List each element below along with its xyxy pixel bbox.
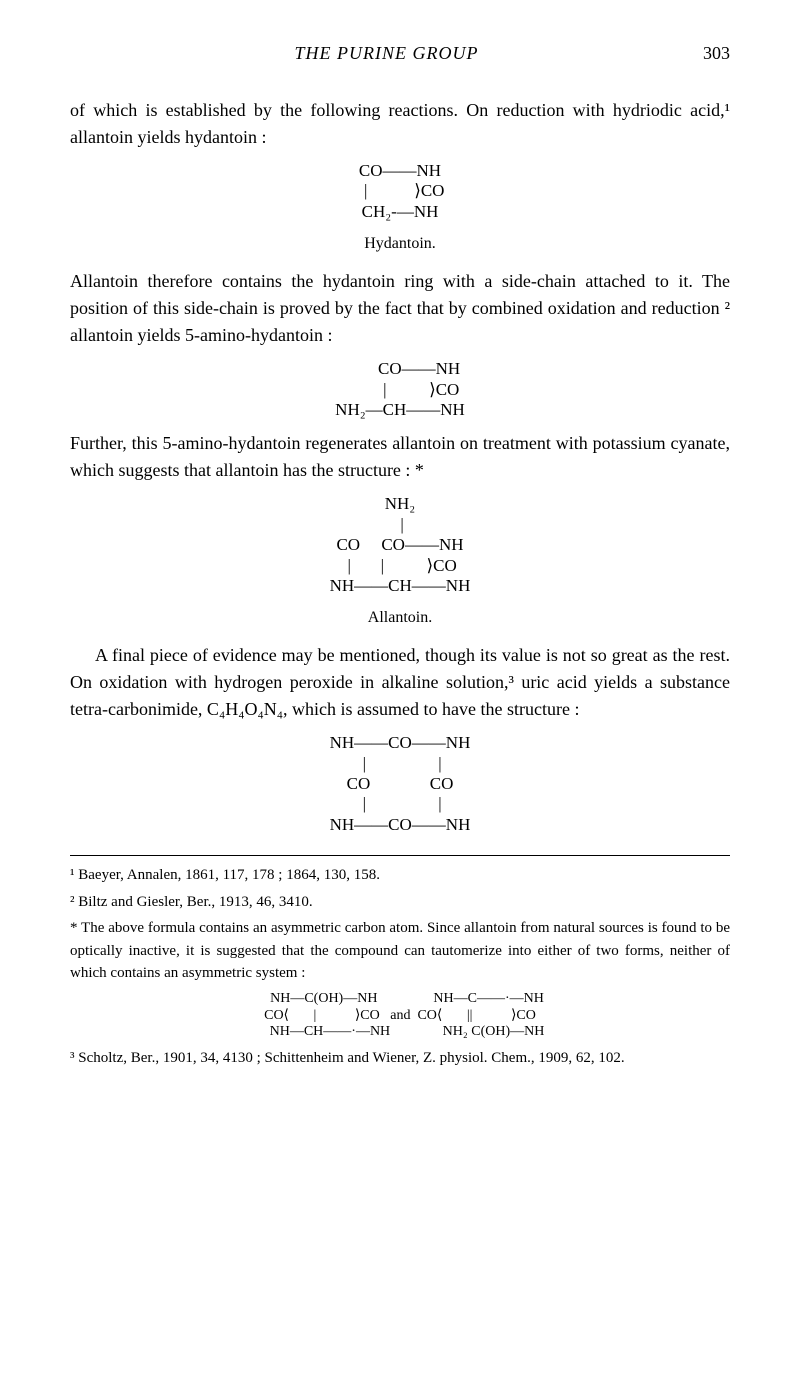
chem-structure-hydantoin: CO——NH | ⟩CO CH₂-—NH xyxy=(70,161,730,222)
paragraph-1: of which is established by the following… xyxy=(70,97,730,151)
paragraph-3: Further, this 5-amino-hydantoin regenera… xyxy=(70,430,730,484)
paragraph-4: A final piece of evidence may be mention… xyxy=(70,642,730,723)
footnote-1: ¹ Baeyer, Annalen, 1861, 117, 178 ; 1864… xyxy=(70,864,730,887)
chem-label-hydantoin: Hydantoin. xyxy=(70,232,730,256)
chem-structure-amino-hydantoin: CO——NH | ⟩CO NH₂—CH——NH xyxy=(70,359,730,420)
footnote-chem-structure: NH—C(OH)—NH NH—C——·—NH CO⟨ | ⟩CO and CO⟨… xyxy=(70,991,730,1041)
page-number: 303 xyxy=(703,40,730,67)
page-header: THE PURINE GROUP 303 xyxy=(70,40,730,67)
chem-structure-allantoin: NH₂ | CO CO——NH | | ⟩CO NH——CH——NH xyxy=(70,494,730,596)
running-title: THE PURINE GROUP xyxy=(70,40,703,67)
footnote-3: ³ Scholtz, Ber., 1901, 34, 4130 ; Schitt… xyxy=(70,1047,730,1070)
chem-label-allantoin: Allantoin. xyxy=(70,606,730,630)
chem-structure-tetracarbonimide: NH——CO——NH | | CO CO | | NH——CO——NH xyxy=(70,733,730,835)
footnotes-section: ¹ Baeyer, Annalen, 1861, 117, 178 ; 1864… xyxy=(70,855,730,1069)
footnote-star: * The above formula contains an asymmetr… xyxy=(70,917,730,985)
footnote-2: ² Biltz and Giesler, Ber., 1913, 46, 341… xyxy=(70,891,730,914)
paragraph-2: Allantoin therefore contains the hydanto… xyxy=(70,268,730,349)
